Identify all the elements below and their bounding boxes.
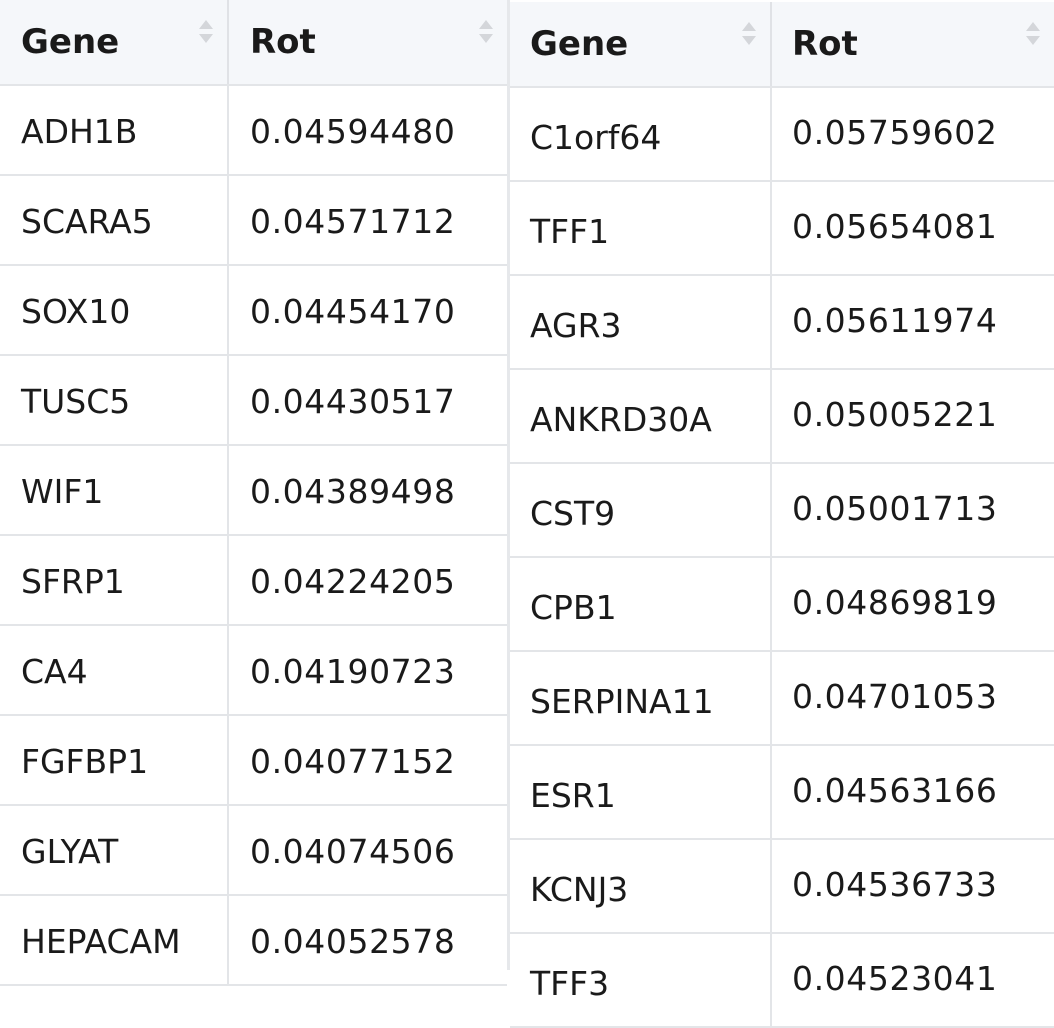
rot-cell: 0.04571712 [228, 175, 507, 266]
rot-cell: 0.04454170 [228, 265, 507, 356]
table-row: TFF3 0.04523041 [510, 933, 1054, 1028]
gene-cell: TUSC5 [0, 355, 229, 446]
gene-cell: SCARA5 [0, 175, 229, 266]
rot-cell: 0.04224205 [228, 535, 507, 626]
rot-cell: 0.05654081 [771, 181, 1054, 276]
table-row: CA4 0.04190723 [0, 625, 507, 716]
rot-cell: 0.04701053 [771, 651, 1054, 746]
gene-table-right: Gene Rot C1orf64 0.05759602 TFF1 0.0565408… [510, 2, 1054, 1028]
rot-cell: 0.04389498 [228, 445, 507, 536]
table-divider [507, 0, 510, 970]
rot-cell: 0.05001713 [771, 463, 1054, 558]
gene-cell: SOX10 [0, 265, 229, 356]
rot-cell: 0.04869819 [771, 557, 1054, 652]
table-row: AGR3 0.05611974 [510, 275, 1054, 370]
gene-cell: CPB1 [510, 557, 772, 652]
gene-cell: SFRP1 [0, 535, 229, 626]
table-row: TFF1 0.05654081 [510, 181, 1054, 276]
rot-cell: 0.04523041 [771, 933, 1054, 1028]
column-header-rot[interactable]: Rot [771, 2, 1054, 88]
table-row: SOX10 0.04454170 [0, 265, 507, 356]
rot-cell: 0.04536733 [771, 839, 1054, 934]
table-row: HEPACAM 0.04052578 [0, 895, 507, 986]
rot-cell: 0.04074506 [228, 805, 507, 896]
rot-cell: 0.05759602 [771, 87, 1054, 182]
table-row: ANKRD30A 0.05005221 [510, 369, 1054, 464]
table-row: ESR1 0.04563166 [510, 745, 1054, 840]
table-row: SFRP1 0.04224205 [0, 535, 507, 626]
table-row: CST9 0.05001713 [510, 463, 1054, 558]
table-body: ADH1B 0.04594480 SCARA5 0.04571712 SOX10 0.… [0, 85, 507, 986]
gene-cell: KCNJ3 [510, 839, 772, 934]
column-header-label: Gene [21, 22, 120, 62]
table-row: SERPINA11 0.04701053 [510, 651, 1054, 746]
gene-table-left: Gene Rot ADH1B 0.04594480 SCARA5 0.0457171… [0, 0, 507, 986]
gene-cell: TFF3 [510, 933, 772, 1028]
gene-cell: FGFBP1 [0, 715, 229, 806]
sort-arrows-icon[interactable] [199, 20, 213, 46]
table-row: GLYAT 0.04074506 [0, 805, 507, 896]
column-header-label: Gene [530, 24, 629, 64]
table-row: CPB1 0.04869819 [510, 557, 1054, 652]
rot-cell: 0.04430517 [228, 355, 507, 446]
gene-cell: CA4 [0, 625, 229, 716]
table-row: WIF1 0.04389498 [0, 445, 507, 536]
rot-cell: 0.04077152 [228, 715, 507, 806]
table-header: Gene Rot [0, 0, 507, 86]
table-row: SCARA5 0.04571712 [0, 175, 507, 266]
rot-cell: 0.05005221 [771, 369, 1054, 464]
gene-cell: ANKRD30A [510, 369, 772, 464]
table-body: C1orf64 0.05759602 TFF1 0.05654081 AGR3 0.0… [510, 87, 1054, 1028]
column-header-rot[interactable]: Rot [228, 0, 507, 86]
gene-cell: GLYAT [0, 805, 229, 896]
gene-cell: AGR3 [510, 275, 772, 370]
table-row: FGFBP1 0.04077152 [0, 715, 507, 806]
sort-arrows-icon[interactable] [479, 20, 493, 46]
gene-cell: TFF1 [510, 181, 772, 276]
table-row: ADH1B 0.04594480 [0, 85, 507, 176]
sort-arrows-icon[interactable] [1026, 22, 1040, 48]
column-header-label: Rot [792, 24, 858, 64]
rot-cell: 0.05611974 [771, 275, 1054, 370]
gene-cell: C1orf64 [510, 87, 772, 182]
sort-arrows-icon[interactable] [742, 22, 756, 48]
gene-cell: SERPINA11 [510, 651, 772, 746]
header-row: Gene Rot [510, 2, 1054, 88]
column-header-label: Rot [250, 22, 316, 62]
table-row: C1orf64 0.05759602 [510, 87, 1054, 182]
column-header-gene[interactable]: Gene [0, 0, 229, 86]
table-row: KCNJ3 0.04536733 [510, 839, 1054, 934]
gene-cell: ESR1 [510, 745, 772, 840]
gene-cell: ADH1B [0, 85, 229, 176]
table-row: TUSC5 0.04430517 [0, 355, 507, 446]
gene-cell: WIF1 [0, 445, 229, 536]
rot-cell: 0.04052578 [228, 895, 507, 986]
gene-cell: CST9 [510, 463, 772, 558]
rot-cell: 0.04563166 [771, 745, 1054, 840]
rot-cell: 0.04190723 [228, 625, 507, 716]
header-row: Gene Rot [0, 0, 507, 86]
column-header-gene[interactable]: Gene [510, 2, 772, 88]
rot-cell: 0.04594480 [228, 85, 507, 176]
table-header: Gene Rot [510, 2, 1054, 88]
gene-cell: HEPACAM [0, 895, 229, 986]
